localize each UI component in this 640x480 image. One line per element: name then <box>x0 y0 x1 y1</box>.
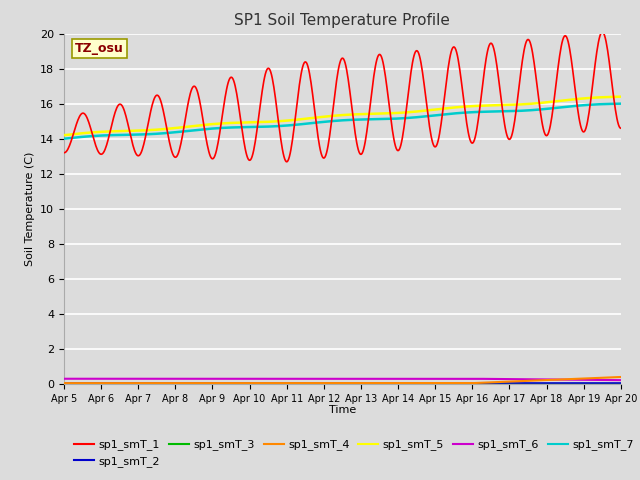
sp1_smT_1 <box>60 150 68 156</box>
sp1_smT_2 <box>184 380 192 386</box>
sp1_smT_4 <box>184 380 192 386</box>
X-axis label: Time: Time <box>329 405 356 415</box>
sp1_smT_7 <box>70 135 78 141</box>
sp1_smT_7 <box>60 136 68 142</box>
sp1_smT_5 <box>127 128 135 133</box>
Legend: sp1_smT_1, sp1_smT_2, sp1_smT_3, sp1_smT_4, sp1_smT_5, sp1_smT_6, sp1_smT_7: sp1_smT_1, sp1_smT_2, sp1_smT_3, sp1_smT… <box>70 435 638 471</box>
sp1_smT_7 <box>184 128 192 134</box>
sp1_smT_7 <box>214 125 221 131</box>
sp1_smT_5 <box>426 107 434 113</box>
sp1_smT_2 <box>214 380 221 386</box>
sp1_smT_1 <box>70 129 78 134</box>
sp1_smT_3 <box>410 381 418 386</box>
sp1_smT_7 <box>410 115 418 120</box>
sp1_smT_1 <box>617 125 625 131</box>
sp1_smT_2 <box>70 380 78 386</box>
Title: SP1 Soil Temperature Profile: SP1 Soil Temperature Profile <box>234 13 451 28</box>
sp1_smT_1 <box>283 159 291 165</box>
sp1_smT_3 <box>127 381 135 386</box>
sp1_smT_4 <box>70 380 78 386</box>
sp1_smT_3 <box>214 381 221 386</box>
Y-axis label: Soil Temperature (C): Soil Temperature (C) <box>24 152 35 266</box>
sp1_smT_3 <box>426 381 434 386</box>
sp1_smT_2 <box>410 380 418 386</box>
sp1_smT_7 <box>127 132 135 138</box>
sp1_smT_1 <box>598 29 606 35</box>
sp1_smT_2 <box>60 380 68 386</box>
sp1_smT_3 <box>617 381 625 386</box>
sp1_smT_3 <box>70 381 78 386</box>
sp1_smT_6 <box>214 376 221 382</box>
sp1_smT_2 <box>617 380 625 386</box>
sp1_smT_7 <box>617 101 625 107</box>
sp1_smT_4 <box>214 380 221 386</box>
sp1_smT_5 <box>184 124 192 130</box>
sp1_smT_2 <box>426 380 434 386</box>
sp1_smT_4 <box>617 374 625 380</box>
sp1_smT_4 <box>60 380 68 386</box>
sp1_smT_6 <box>426 376 434 382</box>
sp1_smT_1 <box>428 133 435 139</box>
sp1_smT_4 <box>426 380 434 386</box>
Line: sp1_smT_5: sp1_smT_5 <box>64 96 621 135</box>
sp1_smT_3 <box>60 381 68 386</box>
sp1_smT_1 <box>214 144 221 149</box>
sp1_smT_6 <box>184 376 192 382</box>
sp1_smT_6 <box>60 376 68 382</box>
sp1_smT_4 <box>410 380 418 386</box>
sp1_smT_6 <box>70 376 78 382</box>
Line: sp1_smT_1: sp1_smT_1 <box>64 32 621 162</box>
sp1_smT_5 <box>617 94 625 99</box>
sp1_smT_1 <box>411 50 419 56</box>
sp1_smT_4 <box>127 380 135 386</box>
Line: sp1_smT_6: sp1_smT_6 <box>64 379 621 380</box>
sp1_smT_6 <box>127 376 135 382</box>
sp1_smT_3 <box>184 381 192 386</box>
sp1_smT_1 <box>184 101 192 107</box>
Text: TZ_osu: TZ_osu <box>75 42 124 55</box>
Line: sp1_smT_7: sp1_smT_7 <box>64 104 621 139</box>
sp1_smT_5 <box>214 121 221 127</box>
sp1_smT_6 <box>410 376 418 382</box>
sp1_smT_5 <box>60 132 68 138</box>
sp1_smT_1 <box>127 136 135 142</box>
Line: sp1_smT_4: sp1_smT_4 <box>64 377 621 383</box>
sp1_smT_7 <box>426 113 434 119</box>
sp1_smT_5 <box>410 109 418 115</box>
sp1_smT_2 <box>127 380 135 386</box>
sp1_smT_6 <box>617 377 625 383</box>
sp1_smT_5 <box>70 131 78 137</box>
